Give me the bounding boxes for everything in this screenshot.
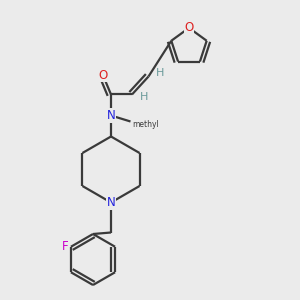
Text: N: N xyxy=(106,109,116,122)
Text: F: F xyxy=(62,240,69,253)
Text: methyl: methyl xyxy=(132,120,159,129)
Text: O: O xyxy=(184,21,194,34)
Text: O: O xyxy=(98,69,107,82)
Text: H: H xyxy=(140,92,148,103)
Text: N: N xyxy=(106,196,116,209)
Text: H: H xyxy=(156,68,165,79)
